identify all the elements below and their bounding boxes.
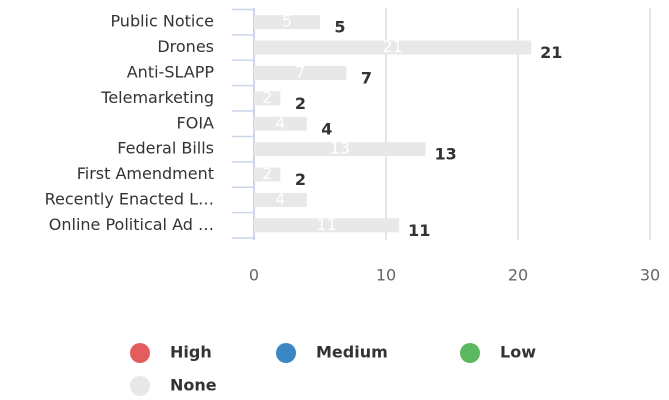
y-tick-label: Federal Bills: [117, 139, 214, 158]
total-label: 4: [321, 119, 332, 138]
bar-inner-label: 5: [282, 12, 292, 31]
bar: [254, 91, 281, 106]
total-label: 2: [295, 170, 306, 189]
x-tick-label: 0: [249, 266, 259, 285]
y-tick-label: First Amendment: [77, 164, 214, 183]
bar-inner-label: 4: [275, 113, 285, 132]
bar: [254, 15, 320, 30]
total-label: 5: [334, 18, 345, 37]
bar-inner-label: 2: [262, 164, 272, 183]
bar: [254, 167, 281, 182]
legend-swatch[interactable]: [130, 343, 150, 363]
legend-label[interactable]: None: [170, 376, 217, 395]
legend-swatch[interactable]: [276, 343, 296, 363]
bar: [254, 40, 532, 55]
y-tick-label: Recently Enacted L…: [45, 189, 214, 208]
y-tick-label: Drones: [157, 37, 214, 56]
x-tick-label: 30: [640, 266, 660, 285]
x-tick-label: 10: [376, 266, 396, 285]
y-tick-label: Anti-SLAPP: [127, 62, 215, 81]
total-label: 11: [408, 221, 430, 240]
legend-label[interactable]: Medium: [316, 343, 388, 362]
legend-label[interactable]: High: [170, 343, 212, 362]
bar-inner-label: 13: [330, 139, 350, 158]
bar: [254, 65, 347, 80]
y-tick-label: Online Political Ad …: [49, 215, 214, 234]
x-tick-label: 20: [508, 266, 528, 285]
total-label: 13: [434, 145, 456, 164]
bar: [254, 218, 400, 233]
bar: [254, 192, 307, 207]
bar-inner-label: 7: [295, 62, 305, 81]
legend-swatch[interactable]: [130, 376, 150, 396]
bar: [254, 116, 307, 131]
y-tick-label: Telemarketing: [100, 88, 214, 107]
total-label: 7: [361, 68, 372, 87]
y-tick-label: Public Notice: [110, 12, 214, 31]
bar: [254, 142, 426, 157]
bar-inner-label: 21: [382, 37, 402, 56]
bar-inner-label: 2: [262, 88, 272, 107]
bar-inner-label: 4: [275, 189, 285, 208]
y-tick-label: FOIA: [177, 113, 215, 132]
total-label: 21: [540, 43, 562, 62]
legend-swatch[interactable]: [460, 343, 480, 363]
total-label: 2: [295, 94, 306, 113]
legend-label[interactable]: Low: [500, 343, 536, 362]
bar-inner-label: 11: [316, 215, 336, 234]
